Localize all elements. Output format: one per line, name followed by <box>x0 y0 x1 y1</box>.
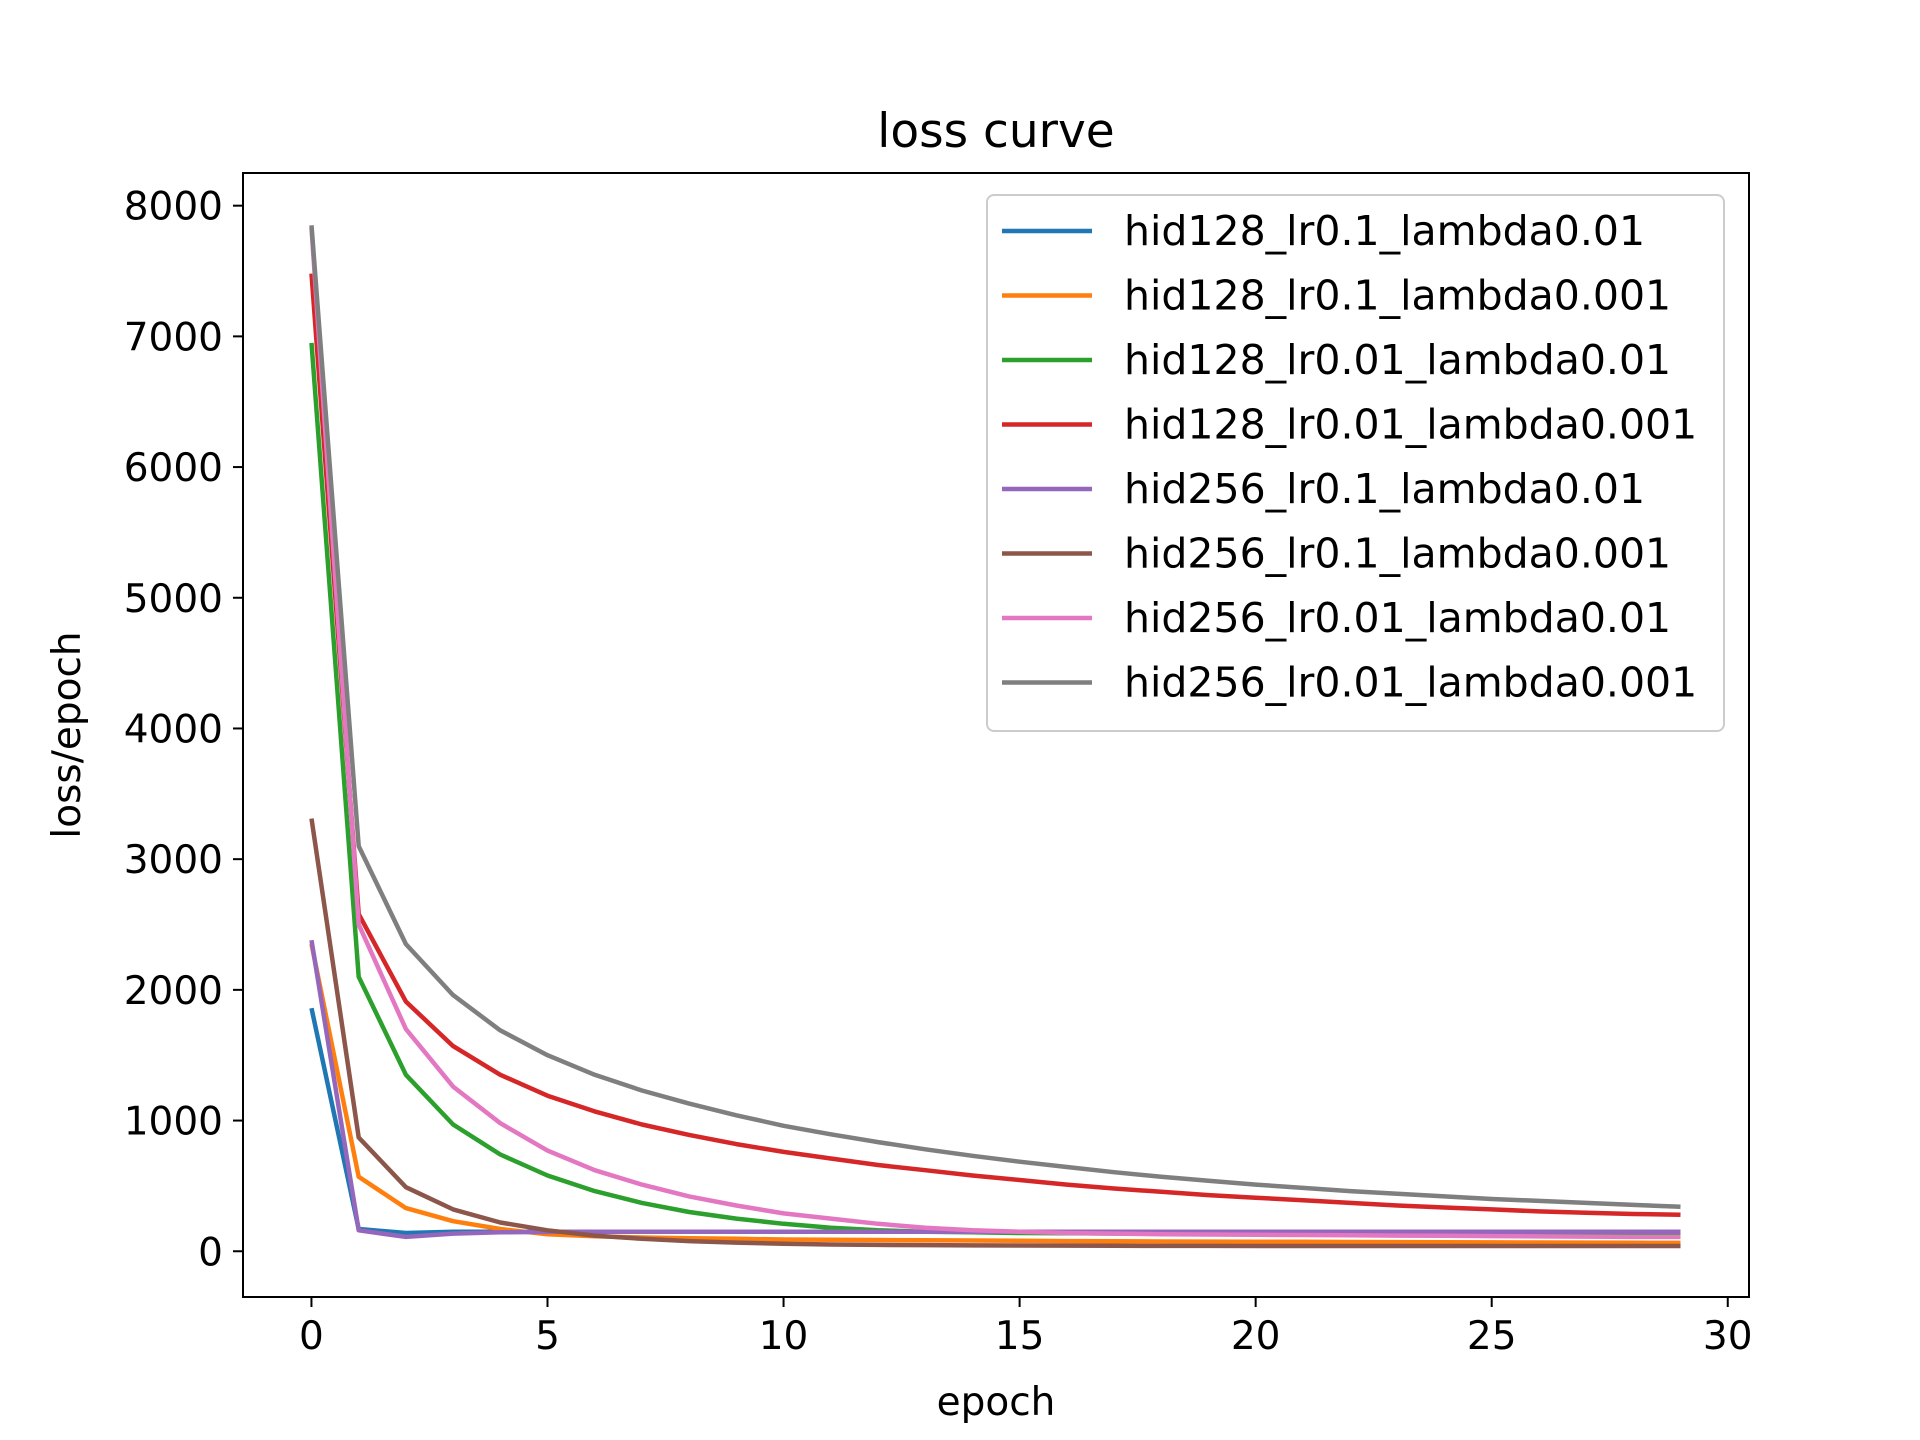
x-tick-label: 20 <box>1231 1314 1281 1359</box>
y-tick-label: 0 <box>198 1230 223 1275</box>
legend-label: hid256_lr0.1_lambda0.01 <box>1124 465 1645 513</box>
series-layer <box>309 225 1681 1249</box>
series-line-6 <box>309 818 1681 1249</box>
legend: hid128_lr0.1_lambda0.01 hid128_lr0.1_lamb… <box>986 194 1725 732</box>
legend-label: hid128_lr0.01_lambda0.001 <box>1124 401 1697 449</box>
x-axis: 0 5 10 15 20 25 30 <box>299 1297 1753 1359</box>
x-tick-label: 10 <box>759 1314 809 1359</box>
x-tick-label: 15 <box>995 1314 1045 1359</box>
y-tick-label: 7000 <box>124 315 223 360</box>
series-line-4 <box>309 273 1681 1217</box>
y-tick-label: 1000 <box>124 1100 223 1145</box>
y-tick-label: 2000 <box>124 969 223 1014</box>
legend-label: hid256_lr0.01_lambda0.001 <box>1124 659 1697 707</box>
x-tick-label: 25 <box>1467 1314 1517 1359</box>
series-line-7 <box>309 227 1681 1240</box>
plot-area-frame <box>242 172 1750 1298</box>
x-tick-label: 30 <box>1703 1314 1753 1359</box>
y-axis-label: loss/epoch <box>45 631 90 838</box>
y-tick-label: 4000 <box>124 707 223 752</box>
legend-label: hid256_lr0.1_lambda0.001 <box>1124 530 1671 578</box>
y-tick-label: 6000 <box>124 446 223 491</box>
legend-box <box>986 194 1725 732</box>
x-axis-label: epoch <box>937 1380 1056 1425</box>
legend-label: hid128_lr0.01_lambda0.01 <box>1124 336 1671 384</box>
y-tick-label: 8000 <box>124 185 223 230</box>
chart-title: loss curve <box>877 104 1114 159</box>
y-tick-label: 3000 <box>124 838 223 883</box>
legend-label: hid256_lr0.01_lambda0.01 <box>1124 594 1671 642</box>
x-tick-label: 0 <box>299 1314 324 1359</box>
legend-label: hid128_lr0.1_lambda0.01 <box>1124 207 1645 255</box>
legend-label: hid128_lr0.1_lambda0.001 <box>1124 272 1671 320</box>
series-line-8 <box>309 225 1681 1210</box>
y-axis: 0 1000 2000 3000 4000 5000 6000 7000 8000 <box>124 185 243 1275</box>
y-tick-label: 5000 <box>124 577 223 622</box>
x-tick-label: 5 <box>535 1314 560 1359</box>
